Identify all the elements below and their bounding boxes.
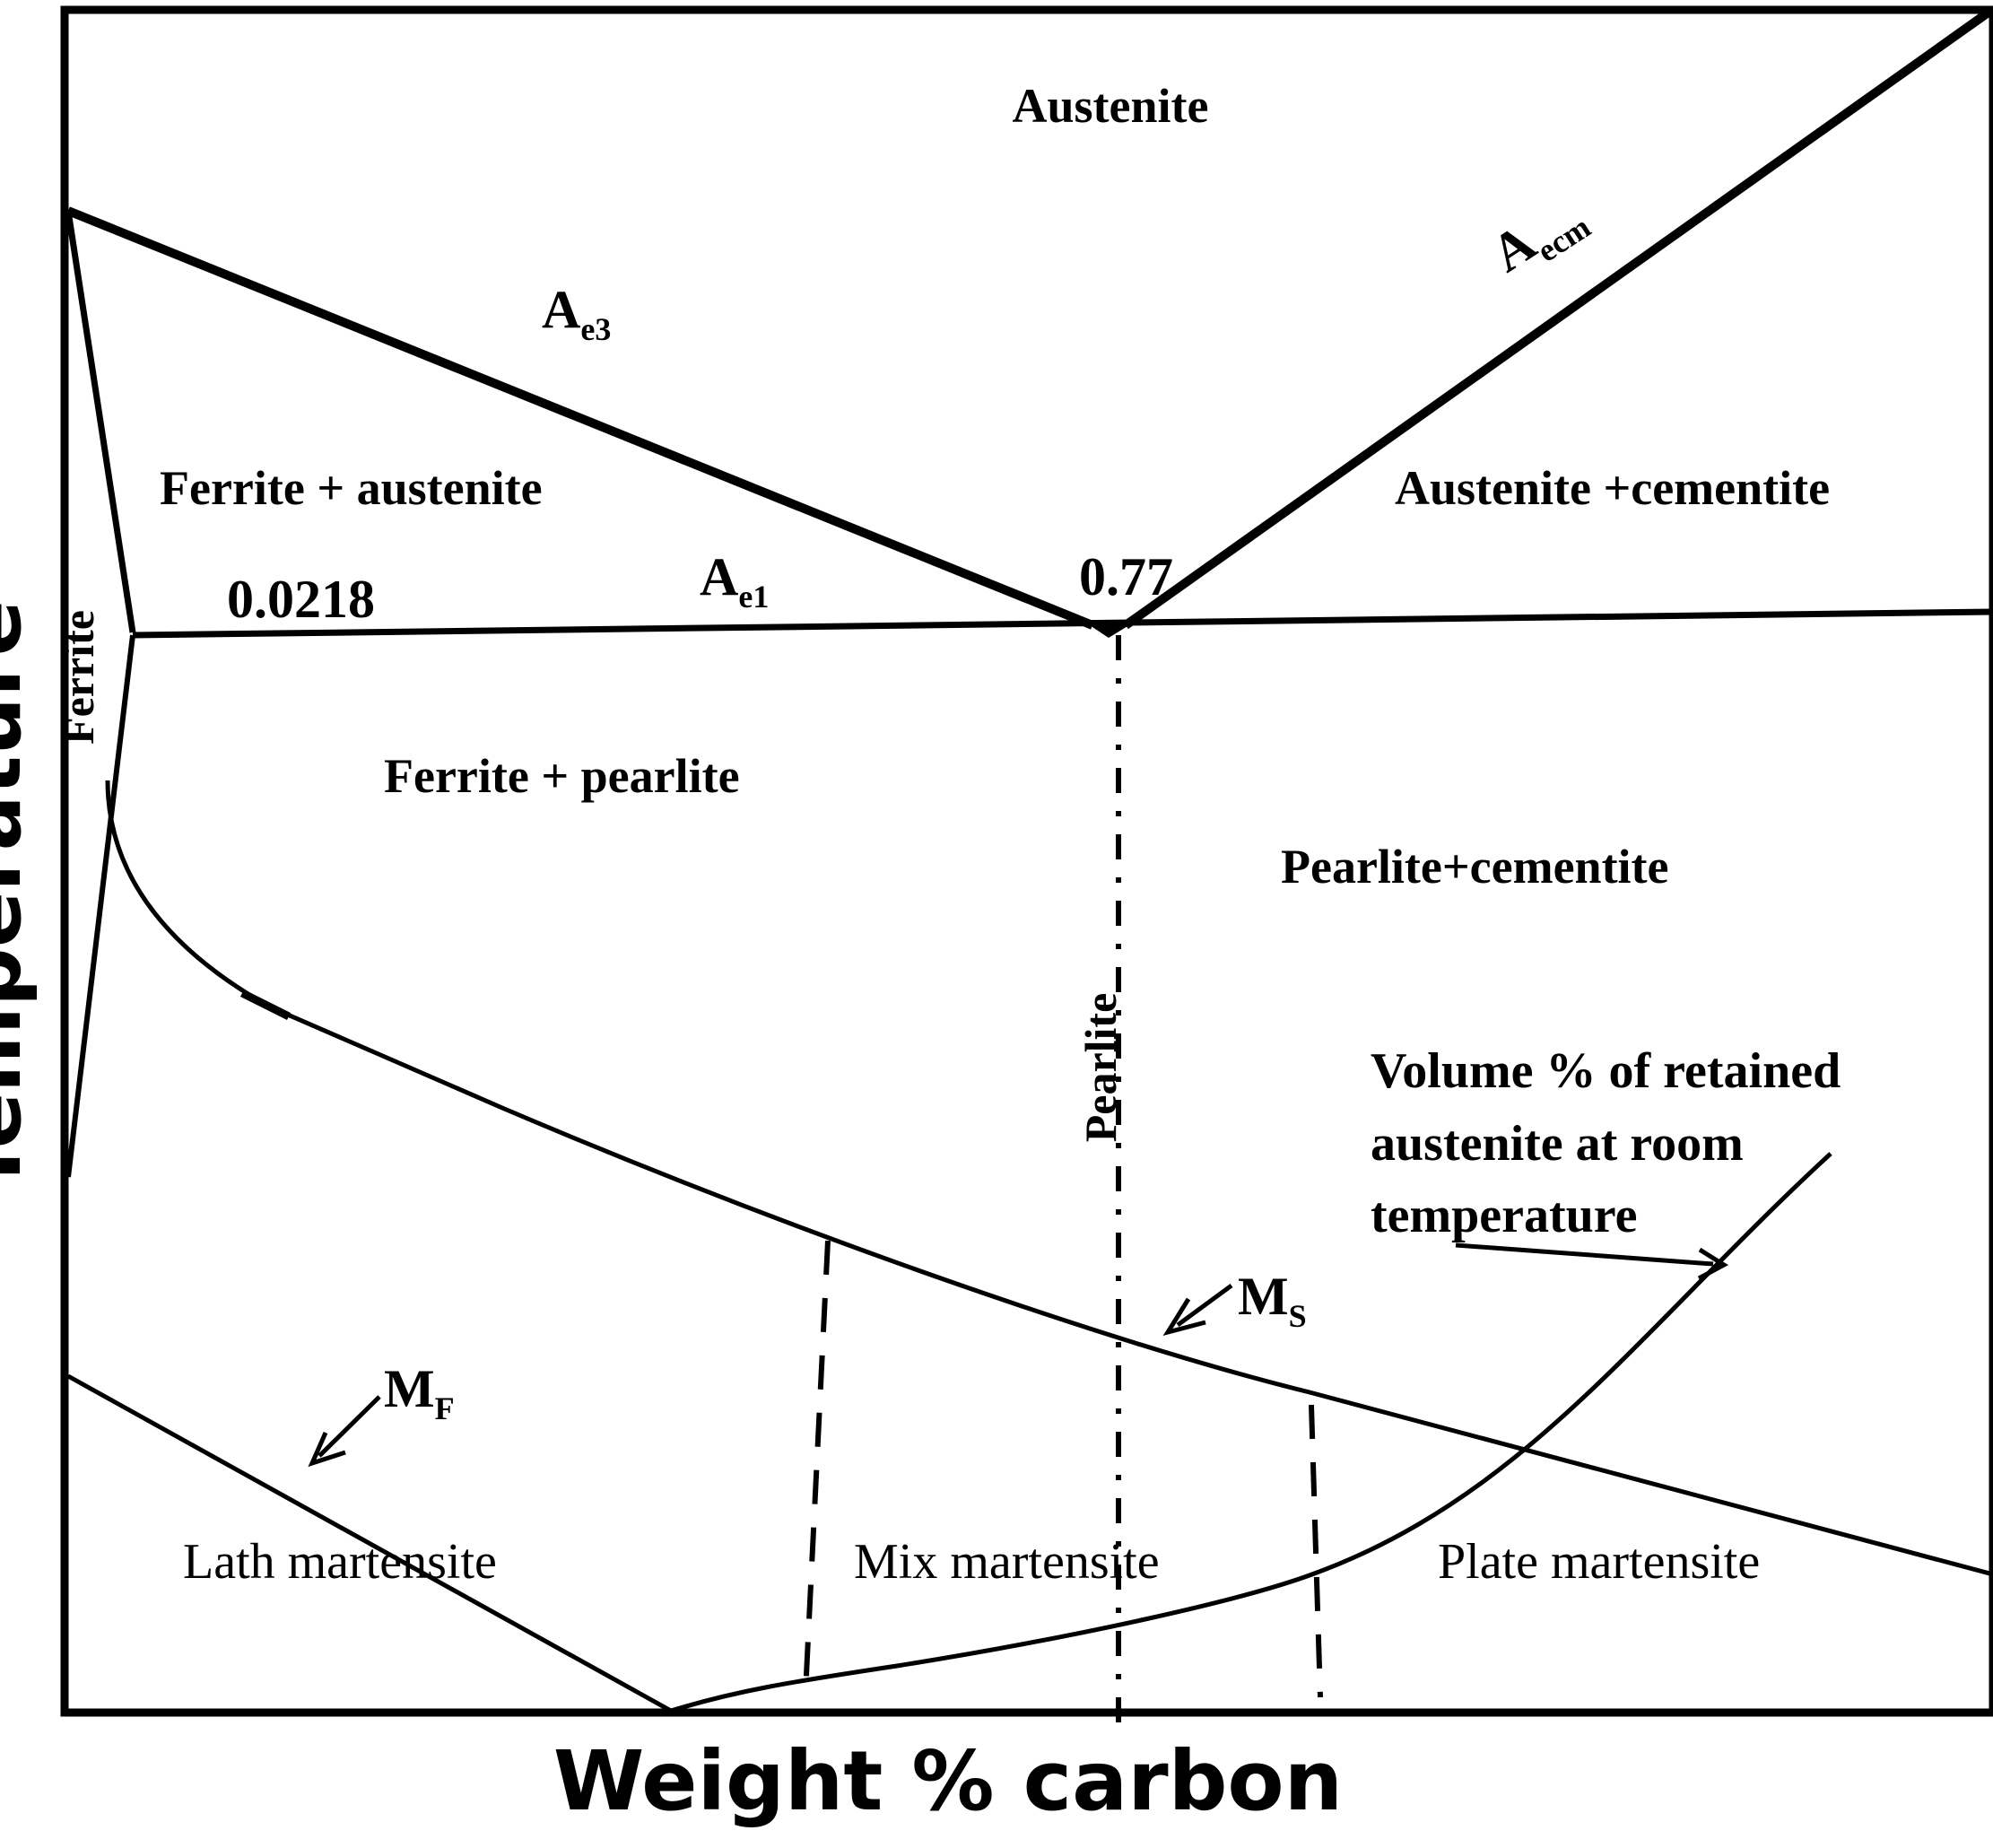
label-ferrite-pearlite: Ferrite + pearlite (384, 749, 740, 803)
label-lath-martensite: Lath martensite (183, 1534, 497, 1590)
ae3-line (66, 206, 1094, 630)
plot-frame (60, 5, 1993, 1717)
label-pearlite-cementite: Pearlite+cementite (1281, 840, 1669, 893)
retained-austenite-note: Volume % of retained austenite at room t… (1371, 1043, 1853, 1243)
label-plate-martensite: Plate martensite (1438, 1534, 1760, 1590)
a3-ferrite-boundary (65, 210, 136, 633)
eutectoid-point (1087, 623, 1132, 638)
label-ferrite-limit: 0.0218 (227, 570, 375, 629)
label-ferrite-austenite: Ferrite + austenite (160, 461, 543, 515)
label-austenite: Austenite (1013, 79, 1209, 133)
mf-line (66, 1373, 673, 1713)
retained-austenite-arrow (1455, 1242, 1728, 1281)
label-aecm: Aecm (1481, 182, 1597, 290)
label-ms: MS (1238, 1267, 1307, 1334)
aecm-line (1123, 7, 1992, 630)
label-austenite-cementite: Austenite +cementite (1395, 461, 1830, 515)
ferrite-solvus-line (65, 634, 135, 1178)
y-axis-label: Temperature (0, 600, 39, 1194)
ms-curve-tick (239, 989, 292, 1021)
ae1-line (132, 608, 1993, 639)
mix-plate-boundary (1309, 1404, 1323, 1698)
label-eutectoid: 0.77 (1079, 547, 1173, 606)
label-mix-martensite: Mix martensite (854, 1534, 1160, 1590)
mf-arrow (308, 1395, 381, 1468)
ms-curve (105, 780, 1993, 1577)
ms-arrow (1162, 1283, 1233, 1337)
lath-mix-boundary (803, 1240, 831, 1694)
label-ferrite: Ferrite (53, 610, 103, 745)
label-ae1: Ae1 (700, 547, 769, 615)
label-mf: MF (384, 1359, 455, 1426)
label-pearlite: Pearlite (1075, 993, 1126, 1143)
x-axis-label: Weight % carbon (553, 1733, 1343, 1829)
label-ae3: Ae3 (542, 280, 611, 347)
retained-austenite-curve (670, 1152, 1832, 1713)
